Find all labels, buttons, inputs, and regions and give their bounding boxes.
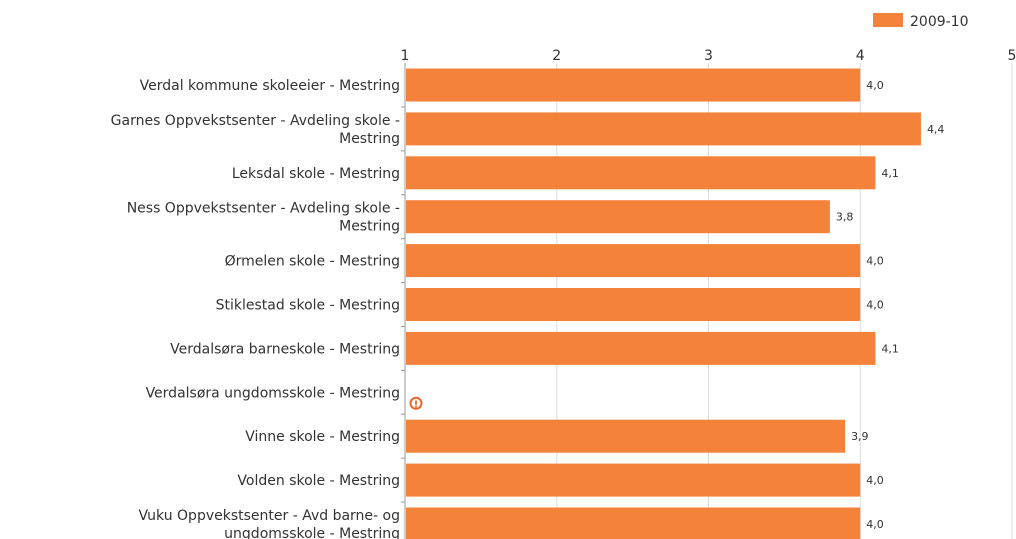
bar-value-label: 4,0 (866, 255, 884, 268)
bar-value-label: 4,0 (866, 299, 884, 312)
bar-value-label: 4,0 (866, 79, 884, 92)
bar-value-label: 4,0 (866, 474, 884, 487)
category-label: Ness Oppvekstsenter - Avdeling skole -Me… (127, 201, 400, 235)
x-tick-label: 2 (552, 48, 561, 64)
bar-value-label: 3,8 (836, 211, 854, 224)
bar (406, 463, 861, 497)
bar (406, 200, 830, 234)
category-label: Leksdal skole - Mestring (232, 166, 400, 182)
bar (406, 156, 876, 190)
category-label: Vuku Oppvekstsenter - Avd barne- og ungdo… (139, 508, 400, 539)
missing-data-icon (409, 396, 423, 410)
bar-value-label: 3,9 (851, 430, 869, 443)
bar (406, 68, 861, 102)
category-label: Garnes Oppvekstsenter - Avdeling skole -… (111, 113, 400, 147)
bar-value-label: 4,0 (866, 518, 884, 531)
category-label: Verdal kommune skoleeier - Mestring (140, 78, 400, 94)
x-tick-label: 4 (856, 48, 865, 64)
bar (406, 507, 861, 539)
bar-value-label: 4,4 (927, 123, 945, 136)
legend-label: 2009-10 (910, 14, 969, 30)
bar-value-label: 4,1 (881, 167, 899, 180)
x-tick-label: 5 (1008, 48, 1016, 64)
missing-data-mark: ! (414, 399, 419, 410)
category-label: Ørmelen skole - Mestring (225, 254, 400, 270)
category-label: Stiklestad skole - Mestring (216, 298, 400, 314)
bar-value-label: 4,1 (881, 342, 899, 355)
legend-swatch (873, 13, 903, 27)
bar (406, 244, 861, 278)
category-label: Vinne skole - Mestring (245, 429, 400, 445)
bar (406, 331, 876, 365)
category-label: Verdalsøra barneskole - Mestring (170, 341, 400, 357)
x-tick-label: 3 (704, 48, 713, 64)
category-label: Volden skole - Mestring (237, 473, 400, 489)
bar (406, 419, 846, 453)
x-tick-label: 1 (401, 48, 410, 64)
bar (406, 112, 921, 146)
bar (406, 288, 861, 321)
category-label: Verdalsøra ungdomsskole - Mestring (146, 385, 400, 401)
